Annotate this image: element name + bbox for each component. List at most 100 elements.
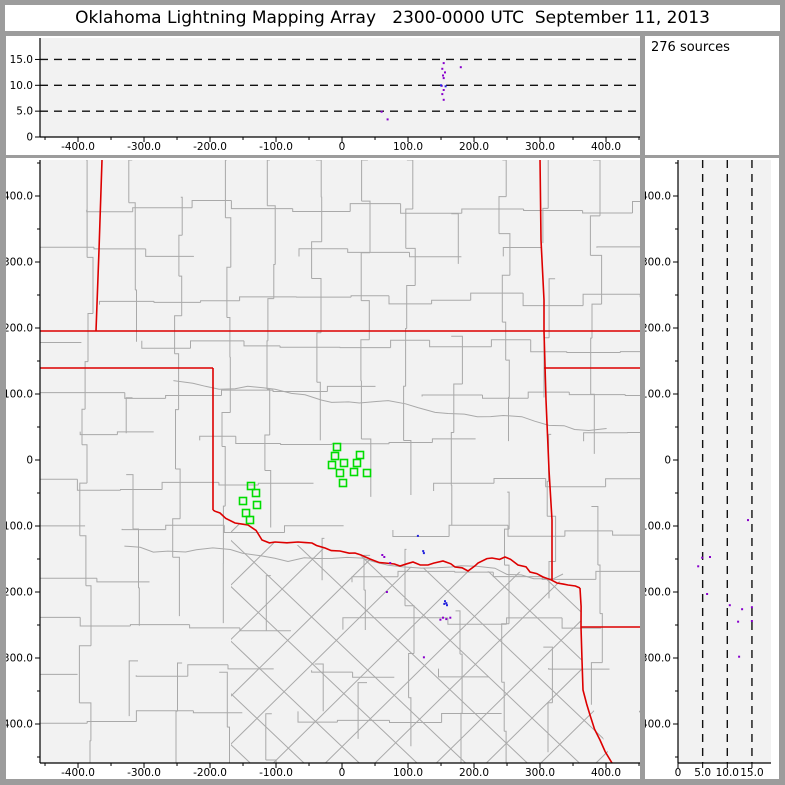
station-marker [238, 496, 248, 506]
source-point [383, 556, 386, 558]
source-point [750, 606, 753, 609]
y-tick-label: 200.0 [645, 323, 671, 335]
station-marker [349, 467, 359, 477]
source-point [444, 600, 446, 603]
x-tick-label: 400.0 [591, 141, 621, 153]
state-borders [40, 160, 640, 763]
red-river-border [212, 509, 581, 589]
source-point [709, 556, 711, 558]
source-point [443, 602, 446, 605]
station-marker [252, 500, 262, 510]
plot-area [40, 38, 640, 137]
station-marker [327, 460, 337, 470]
y-tick-label: 100.0 [645, 389, 671, 401]
x-tick-label: 10.0 [716, 767, 739, 779]
station-marker [352, 458, 362, 468]
y-tick-label: -200.0 [645, 587, 671, 599]
source-point [444, 71, 446, 74]
y-axis-ticks: 400.0 300.0 200.0 100.0 0 -100.0 -200.0 -300.0 -… [645, 162, 678, 758]
station-marker [362, 468, 372, 478]
plot-area [678, 160, 771, 763]
y-tick-label: -300.0 [6, 653, 33, 665]
station-marker [251, 488, 261, 498]
station-marker [332, 442, 342, 452]
y-axis-ticks: 400.0 300.0 200.0 100.0 0 -100.0 -200.0 -300.0 -… [6, 162, 40, 758]
ew-altitude-panel: -400.0 -300.0 -200.0 -100.0 0 100.0 200.0 300.0… [6, 36, 640, 155]
y-tick-label: 400.0 [6, 191, 33, 203]
x-tick-label: -400.0 [61, 141, 95, 153]
x-tick-label: 300.0 [525, 141, 555, 153]
source-point [442, 77, 445, 80]
oklahoma-east-border [539, 160, 553, 580]
y-tick-label: 400.0 [645, 191, 671, 203]
ew-altitude-plot[interactable]: -400.0 -300.0 -200.0 -100.0 0 100.0 200.0 300.0… [6, 36, 640, 155]
source-point [449, 616, 452, 619]
y-tick-label: 10.0 [10, 80, 33, 92]
y-tick-label: 5.0 [16, 106, 33, 118]
station-marker [338, 478, 348, 488]
station-marker [335, 468, 345, 478]
x-tick-label: -200.0 [193, 141, 227, 153]
source-point [442, 74, 444, 77]
y-tick-label: -100.0 [6, 521, 33, 533]
source-point [380, 110, 383, 113]
y-tick-label: 200.0 [6, 323, 33, 335]
source-point [442, 98, 445, 101]
x-axis-ticks: -400.0 -300.0 -200.0 -100.0 0 100.0 200.0 300.0… [44, 763, 640, 779]
x-tick-label: 0 [675, 767, 682, 779]
source-point [728, 604, 731, 607]
y-axis-ticks: 0 5.0 10.0 15.0 [10, 54, 40, 144]
source-point [446, 604, 448, 607]
source-point [422, 552, 425, 555]
source-count-label: 276 sources [651, 40, 730, 55]
source-point [381, 554, 384, 556]
x-tick-label: -400.0 [61, 767, 95, 779]
x-axis-ticks: -400.0 -300.0 -200.0 -100.0 0 100.0 200.0 300.0… [44, 137, 640, 153]
source-point [459, 66, 462, 69]
y-tick-label: -100.0 [645, 521, 671, 533]
x-tick-label: 15.0 [740, 767, 763, 779]
source-point [389, 562, 392, 564]
x-tick-label: 200.0 [459, 767, 489, 779]
source-point [737, 620, 740, 623]
y-tick-label: 15.0 [10, 54, 33, 66]
source-point [422, 550, 425, 553]
x-tick-label: 0 [339, 141, 346, 153]
y-tick-label: -400.0 [6, 719, 33, 731]
station-markers [238, 442, 372, 525]
x-tick-label: -100.0 [259, 767, 293, 779]
source-point [697, 565, 700, 568]
source-point [439, 618, 442, 621]
source-points [697, 519, 753, 658]
station-marker [330, 451, 340, 461]
source-point [701, 556, 704, 559]
y-tick-label: -400.0 [645, 719, 671, 731]
x-tick-label: -300.0 [127, 141, 161, 153]
x-axis-ticks: 0 5.0 10.0 15.0 [675, 763, 764, 779]
source-points [380, 62, 462, 121]
plan-view-plot[interactable]: -400.0 -300.0 -200.0 -100.0 0 100.0 200.0 300.0… [6, 158, 640, 779]
station-marker [339, 458, 349, 468]
source-point [385, 591, 388, 593]
station-marker [355, 450, 365, 460]
source-point [445, 602, 448, 605]
x-tick-label: -300.0 [127, 767, 161, 779]
source-point [416, 534, 419, 537]
station-marker [245, 515, 255, 525]
source-point [750, 620, 753, 622]
page-title: Oklahoma Lightning Mapping Array 2300-00… [5, 5, 780, 31]
source-point [440, 84, 442, 87]
y-tick-label: -300.0 [645, 653, 671, 665]
source-point [747, 519, 749, 522]
source-point [738, 655, 741, 658]
y-tick-label: 0 [26, 455, 33, 467]
texas-panhandle-east-border [95, 160, 103, 332]
ns-altitude-plot[interactable]: 0 5.0 10.015.0 400.0 300.0 200.0 100.0 0 -100.0 -… [645, 158, 779, 779]
source-point [445, 618, 448, 621]
y-tick-label: -200.0 [6, 587, 33, 599]
texas-diagonal-county-lines [231, 520, 610, 763]
x-tick-label: 400.0 [591, 767, 621, 779]
y-tick-label: 300.0 [6, 257, 33, 269]
x-tick-label: -200.0 [193, 767, 227, 779]
